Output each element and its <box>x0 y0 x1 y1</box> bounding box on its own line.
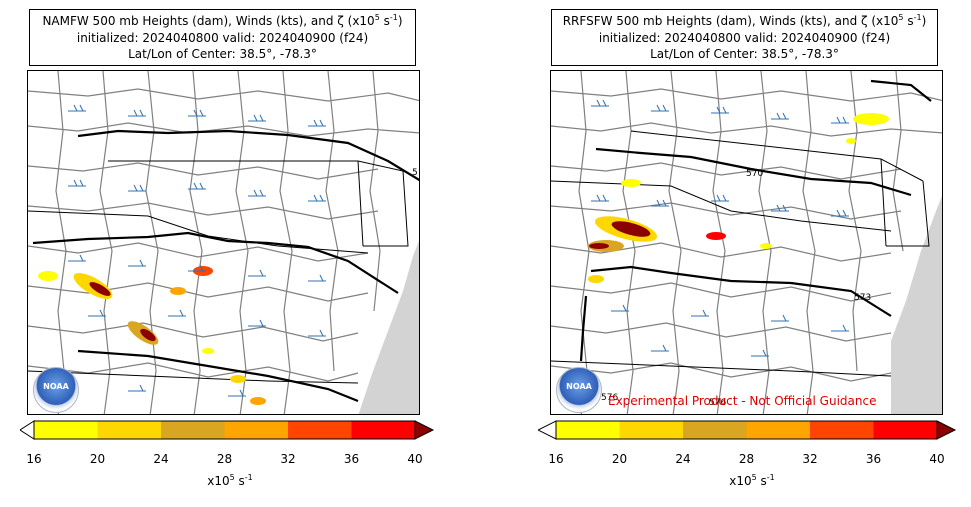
colorbar-frame <box>555 420 938 440</box>
panel-title-box: RRFSFW 500 mb Heights (dam), Winds (kts)… <box>551 9 938 66</box>
wind-barbs <box>68 104 326 397</box>
colorbar-bin <box>224 421 288 439</box>
tick-label: 28 <box>216 452 233 466</box>
vorticity-fill <box>588 113 889 283</box>
panel-namfw: NAMFW 500 mb Heights (dam), Winds (kts),… <box>19 0 440 507</box>
colorbar-bin <box>619 421 683 439</box>
height-contours <box>32 129 419 403</box>
colorbar-over-arrow <box>414 420 435 440</box>
title-line-3: Lat/Lon of Center: 38.5°, -78.3° <box>128 47 317 61</box>
vorticity-fill <box>38 266 266 405</box>
title-line-3: Lat/Lon of Center: 38.5°, -78.3° <box>650 47 839 61</box>
tick-label: 28 <box>738 452 755 466</box>
colorbar-bin <box>556 421 620 439</box>
title-line-1: NAMFW 500 mb Heights (dam), Winds (kts),… <box>42 13 403 29</box>
colorbar-bin <box>873 421 937 439</box>
colorbar-bin <box>351 421 415 439</box>
tick-label: 24 <box>153 452 169 466</box>
county-lines <box>551 71 942 414</box>
colorbar-svg <box>536 420 957 440</box>
tick-label: 40 <box>407 452 423 466</box>
colorbar-bin <box>746 421 810 439</box>
ocean-area <box>358 241 419 414</box>
noaa-logo: NOAA <box>33 367 79 413</box>
colorbar-under-arrow <box>536 420 557 440</box>
tick-label: 36 <box>865 452 882 466</box>
colorbar-svg <box>19 420 435 440</box>
panel-rrfsfw: RRFSFW 500 mb Heights (dam), Winds (kts)… <box>536 0 958 507</box>
tick-label: 32 <box>280 452 296 466</box>
map-canvas <box>28 71 419 414</box>
title-line-1: RRFSFW 500 mb Heights (dam), Winds (kts)… <box>562 13 927 29</box>
colorbar-bin <box>97 421 161 439</box>
contour-label: 5 <box>412 168 418 178</box>
height-contours <box>579 79 932 362</box>
tick-label: 20 <box>89 452 106 466</box>
tick-label: 20 <box>611 452 628 466</box>
contour-label: 576 <box>601 393 619 403</box>
tick-label: 36 <box>343 452 360 466</box>
colorbar-over-arrow <box>936 420 957 440</box>
colorbar-bin <box>288 421 352 439</box>
tick-label: 16 <box>548 452 564 466</box>
colorbar-bin <box>161 421 225 439</box>
tick-label: 24 <box>675 452 691 466</box>
colorbar <box>536 419 958 441</box>
contour-label: 570 <box>746 169 764 179</box>
contour-label: 576 <box>709 398 727 408</box>
colorbar-frame <box>33 420 416 440</box>
county-lines <box>28 71 419 414</box>
wind-barbs <box>591 99 849 357</box>
colorbar-bin <box>34 421 98 439</box>
map-namfw: NOAA 5 <box>27 70 420 415</box>
tick-label: 32 <box>802 452 818 466</box>
contour-label: 573 <box>854 293 872 303</box>
colorbar-bin <box>683 421 747 439</box>
title-line-2: initialized: 2024040800 valid: 202404090… <box>598 30 891 45</box>
colorbar <box>19 419 440 441</box>
title-line-2: initialized: 2024040800 valid: 202404090… <box>76 30 369 45</box>
map-canvas <box>551 71 942 414</box>
map-rrfsfw: NOAA 570 573 576 576 Experimental Produc… <box>550 70 943 415</box>
ocean-area <box>891 196 942 414</box>
tick-label: 16 <box>26 452 42 466</box>
colorbar-ticks: 16 20 24 28 32 36 40 <box>538 452 958 468</box>
colorbar-units-label: x105 s-1 <box>207 473 253 489</box>
colorbar-under-arrow <box>19 420 35 440</box>
disclaimer-text: Experimental Product - Not Official Guid… <box>608 394 877 408</box>
colorbar-units-label: x105 s-1 <box>729 473 775 489</box>
tick-label: 40 <box>929 452 945 466</box>
panel-title-box: NAMFW 500 mb Heights (dam), Winds (kts),… <box>29 9 416 66</box>
state-borders <box>28 160 409 384</box>
colorbar-ticks: 16 20 24 28 32 36 40 <box>20 452 440 468</box>
colorbar-bin <box>810 421 874 439</box>
noaa-logo: NOAA <box>556 367 602 413</box>
